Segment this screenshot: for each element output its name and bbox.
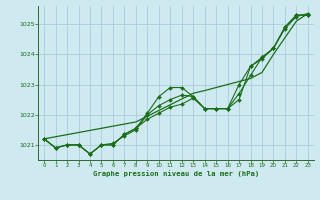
X-axis label: Graphe pression niveau de la mer (hPa): Graphe pression niveau de la mer (hPa) xyxy=(93,171,259,177)
